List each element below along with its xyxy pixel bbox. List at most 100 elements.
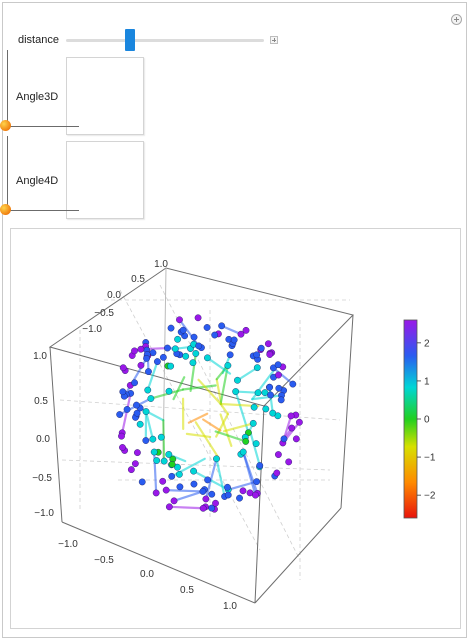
box-frame (48, 267, 354, 604)
polytope-vertex (192, 350, 200, 357)
polytope-vertex (273, 469, 281, 477)
polytope-vertex (218, 322, 226, 330)
polytope-vertex (237, 330, 245, 338)
polytope-vertex (254, 389, 262, 397)
polytope-vertex (131, 460, 139, 468)
polytope-vertex (133, 409, 141, 417)
polytope-vertex (119, 364, 127, 372)
polytope-vertex (138, 478, 146, 486)
polytope-vertex (204, 476, 212, 484)
colorbar-tick-label: −2 (424, 491, 436, 502)
angle3d-pad[interactable] (66, 57, 144, 135)
polytope-edge (219, 413, 233, 448)
polytope-edge (234, 390, 260, 394)
polytope-vertex (149, 435, 157, 443)
polytope-vertex (145, 368, 152, 376)
polytope-vertex (285, 458, 293, 466)
polytope-vertex (190, 467, 197, 475)
polytope-vertex (119, 444, 126, 451)
polytope-edge (220, 324, 243, 336)
polytope-edge (165, 488, 205, 493)
polytope-edge (144, 410, 154, 441)
polytope-edge (215, 457, 226, 498)
polytope-vertex (137, 361, 145, 369)
angle4d-pad-line (7, 210, 79, 211)
polytope-vertex (167, 324, 175, 332)
x-tick-label: 0.5 (180, 585, 194, 596)
polytope-vertex (289, 380, 297, 388)
polytope-vertex (133, 401, 140, 409)
distance-slider-expand-icon[interactable] (270, 36, 278, 44)
distance-slider-thumb[interactable] (125, 29, 135, 51)
polytope-vertex (287, 412, 295, 420)
polytope-vertex (142, 437, 150, 444)
polytope-vertex (119, 388, 127, 396)
polytope-vertex (212, 499, 219, 507)
z-tick-label: −0.5 (32, 473, 52, 484)
angle4d-locator-knob[interactable] (0, 204, 11, 215)
polytope-vertex (270, 364, 277, 372)
polytope-vertex (288, 424, 296, 432)
distance-slider-track[interactable] (66, 39, 264, 42)
polytope-vertex (176, 316, 183, 324)
polytope-edge (189, 352, 197, 392)
polytope-vertex (116, 411, 124, 418)
polytope-vertex (179, 326, 187, 334)
polytope-vertex (253, 364, 261, 372)
polytope-vertex (136, 420, 144, 428)
x-tick-label: 0.0 (140, 569, 154, 580)
polytope-vertex (224, 491, 232, 499)
polytope-edge (236, 366, 259, 382)
polytope-vertex (250, 403, 258, 411)
polytope-edge (242, 450, 257, 497)
polytope-vertex (234, 376, 241, 384)
colorbar-tick-label: 2 (424, 338, 430, 349)
polytope-vertex (165, 503, 173, 511)
polytope-vertex (256, 462, 264, 469)
polytope-vertex (267, 391, 274, 399)
x-tick-label: −0.5 (94, 555, 114, 566)
polytope-vertex (275, 384, 283, 392)
polytope-vertex (147, 395, 155, 402)
angle3d-axis-line (7, 50, 8, 126)
polytope-edge (222, 422, 255, 433)
polytope-edge (227, 480, 258, 491)
expand-options-icon[interactable] (451, 14, 462, 25)
polytope-vertex (208, 490, 216, 498)
angle3d-locator-knob[interactable] (0, 120, 11, 131)
polytope-vertex (269, 409, 277, 417)
polytope-vertex (252, 491, 259, 499)
z-tick-label: 0.5 (34, 396, 48, 407)
polytope-vertex (189, 359, 197, 367)
polytope-edge (204, 457, 218, 501)
polytope-vertex (182, 352, 190, 360)
polytope-vertex (159, 477, 167, 485)
polytope-vertex (249, 419, 257, 427)
polytope-vertex (262, 405, 270, 413)
angle4d-pad[interactable] (66, 141, 144, 219)
polytope-vertex (211, 331, 219, 339)
polytope-vertex (199, 488, 207, 495)
polytope-vertex (152, 489, 160, 497)
polytope-vertex (202, 495, 210, 503)
polytope-vertex (194, 314, 202, 322)
polytope-vertex (274, 451, 282, 458)
polytope-vertex (174, 335, 182, 343)
angle4d-axis-line (7, 136, 8, 210)
x-tick-label: −1.0 (58, 539, 78, 550)
polytope-vertex (213, 455, 220, 463)
colorbar-ticks (417, 342, 421, 496)
polytope-vertex (190, 333, 198, 341)
polytope-edge (197, 378, 222, 406)
polytope-vertex (224, 483, 231, 491)
polytope-edge (185, 432, 212, 439)
polytope-vertex (264, 340, 272, 348)
polytope-vertex (176, 483, 184, 491)
colorbar-tick-label: 0 (424, 415, 430, 426)
polytope-edge (181, 384, 217, 391)
polytope-edge (272, 366, 294, 386)
polytope-edge (249, 430, 261, 467)
z-axis-ticks: 1.0 0.5 0.0 −0.5 −1.0 (32, 351, 54, 519)
polytope-edge (172, 490, 205, 502)
